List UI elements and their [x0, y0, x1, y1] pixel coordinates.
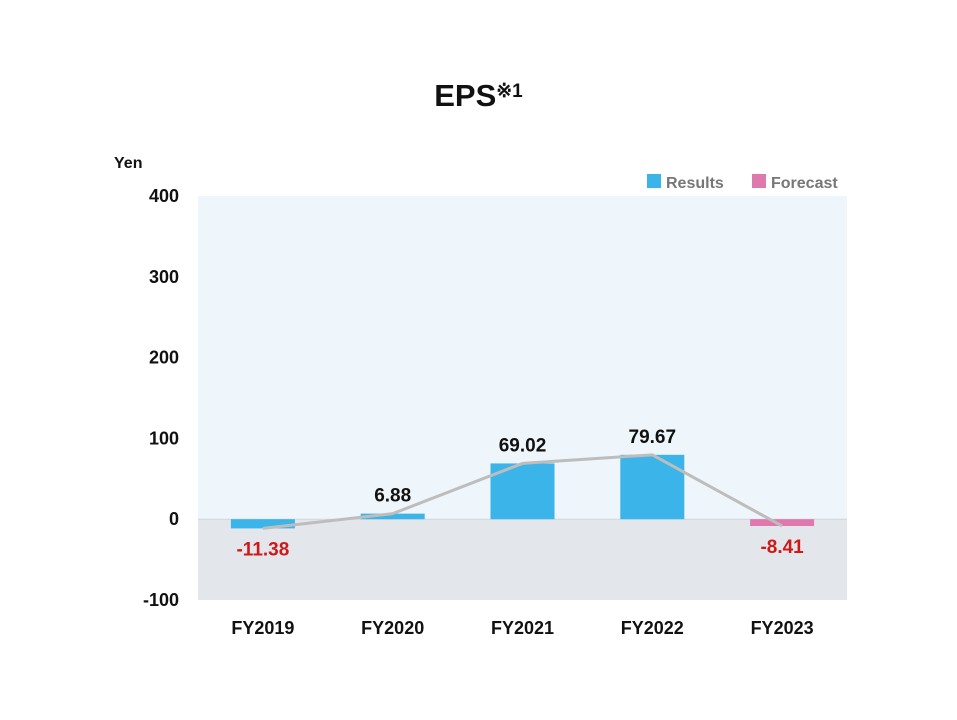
y-tick-label: 0	[169, 509, 179, 529]
x-tick-label: FY2021	[491, 618, 554, 638]
chart-title-note: ※1	[496, 81, 523, 102]
legend-label-results: Results	[666, 175, 724, 192]
plot-background	[198, 196, 847, 600]
x-tick-label: FY2020	[361, 618, 424, 638]
data-label-fy2021: 69.02	[499, 435, 547, 456]
x-tick-label: FY2022	[621, 618, 684, 638]
y-tick-label: 300	[149, 267, 179, 287]
chart-title-text: EPS	[434, 78, 497, 113]
bar-results-fy2019	[230, 519, 295, 529]
y-tick-label: 200	[149, 348, 179, 368]
data-label-fy2020: 6.88	[374, 486, 411, 507]
legend-swatch-results	[647, 174, 661, 188]
bars	[230, 454, 815, 529]
bar-results-fy2022	[620, 454, 685, 520]
y-tick-label: -100	[143, 590, 179, 610]
bar-forecast-fy2023	[750, 519, 815, 526]
x-axis: FY2019 FY2020 FY2021 FY2022 FY2023	[231, 618, 813, 638]
bar-results-fy2020	[360, 513, 425, 520]
chart-title: EPS※1	[0, 78, 957, 114]
x-tick-label: FY2023	[751, 618, 814, 638]
y-tick-label: 400	[149, 186, 179, 206]
data-label-fy2019: -11.38	[236, 539, 289, 560]
legend-swatch-forecast	[752, 174, 766, 188]
legend-label-forecast: Forecast	[771, 175, 838, 192]
y-tick-label: 100	[149, 428, 179, 448]
x-tick-label: FY2019	[231, 618, 294, 638]
data-label-fy2022: 79.67	[629, 427, 677, 448]
plot-bg-negative	[198, 519, 847, 600]
legend: Results Forecast	[647, 174, 838, 192]
trend-polyline	[262, 453, 783, 530]
y-axis: 400 300 200 100 0 -100 Yen	[114, 155, 179, 610]
data-label-fy2023: -8.41	[760, 537, 804, 558]
y-axis-label: Yen	[114, 155, 142, 172]
data-labels: -11.38 6.88 69.02 79.67 -8.41	[236, 427, 804, 561]
trend-line	[262, 453, 783, 530]
